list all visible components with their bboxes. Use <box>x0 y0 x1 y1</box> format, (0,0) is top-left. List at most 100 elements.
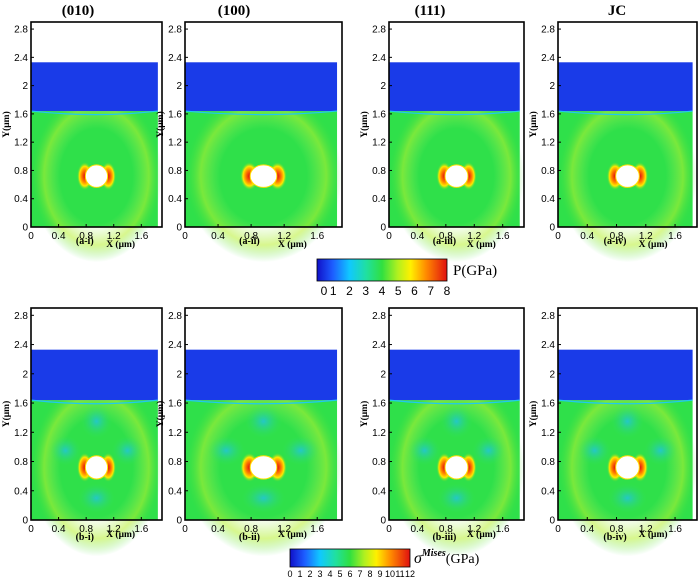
x-axis-label: X (μm) <box>278 239 307 250</box>
pressure-colorbar: 0 1 2 3 4 5 6 7 8P(GPa) <box>316 258 497 298</box>
low-stress-region <box>207 435 246 466</box>
y-tick-label: 0.4 <box>14 486 28 497</box>
colorbar-tick-label: 7 <box>427 284 434 298</box>
interface-line <box>30 110 158 116</box>
x-tick-label: 1.2 <box>107 231 121 242</box>
x-tick-label: 1.2 <box>107 524 121 535</box>
low-stress-region <box>111 435 144 466</box>
y-tick-label: 0.8 <box>541 166 555 177</box>
panel-frame <box>557 21 698 228</box>
void <box>84 164 109 188</box>
y-axis-label: Y(μm) <box>155 111 166 138</box>
flyer-plate <box>389 349 520 401</box>
colorbar-tick-label: 2 <box>346 284 353 298</box>
low-stress-region <box>437 483 476 513</box>
y-tick-label: 0.8 <box>168 457 182 468</box>
column-title-1: (010) <box>62 3 95 19</box>
y-tick-label: 1.6 <box>168 399 182 410</box>
x-tick-label: 1.6 <box>496 231 510 242</box>
flyer-plate <box>389 62 520 112</box>
y-tick-label: 2.4 <box>541 53 555 64</box>
x-tick-label: 1.6 <box>134 231 148 242</box>
colorbar-tick-label: 0 <box>321 284 328 298</box>
x-tick-label: 1.2 <box>639 231 653 242</box>
y-tick-label: 2.4 <box>168 53 182 64</box>
interface-line <box>184 110 338 116</box>
y-axis-label: Y(μm) <box>359 111 370 138</box>
colorbar-tick-label: 8 <box>444 284 451 298</box>
y-axis-label: Y(μm) <box>1 111 12 138</box>
x-tick-label: 1.2 <box>639 524 653 535</box>
x-tick-label: 0.4 <box>410 524 424 535</box>
void <box>444 164 469 188</box>
y-tick-label: 1.6 <box>372 109 386 120</box>
panel-label: (b-iii) <box>432 532 456 543</box>
y-tick-label: 0.8 <box>14 166 28 177</box>
panel-a-iv: 00.40.81.21.622.42.80 0.4 0.8 1.2 1.6Y(μm)(a… <box>528 21 698 263</box>
y-tick-label: 2.4 <box>14 53 28 64</box>
panel-frame <box>557 307 698 521</box>
y-tick-label: 0.8 <box>541 457 555 468</box>
panel-frame <box>30 307 163 521</box>
x-tick-label: 0.4 <box>580 524 594 535</box>
colorbar-tick-label: 6 <box>347 569 352 579</box>
low-stress-region <box>643 435 678 466</box>
panel-a-iii: 00.40.81.21.622.42.80 0.4 0.8 1.2 1.6Y(μm)(a… <box>359 21 525 263</box>
x-axis-label: X (μm) <box>639 529 668 540</box>
x-tick-label: 0 <box>28 524 34 535</box>
y-tick-label: 2.8 <box>372 311 386 322</box>
flyer-plate <box>31 349 158 401</box>
y-tick-label: 2 <box>380 81 386 92</box>
x-tick-label: 1.2 <box>467 231 481 242</box>
colorbar-tick-label: 3 <box>362 284 369 298</box>
interface-line <box>388 110 520 116</box>
colorbar-tick-label: 8 <box>367 569 372 579</box>
panel-label: (a-ii) <box>239 236 260 247</box>
y-axis-label: Y(μm) <box>528 111 539 138</box>
x-tick-label: 0.4 <box>410 231 424 242</box>
colorbar-tick-label: 7 <box>357 569 362 579</box>
panel-b-iv: 00.40.81.21.622.42.80 0.4 0.8 1.2 1.6Y(μm)(b… <box>528 307 698 557</box>
low-stress-region <box>610 404 645 439</box>
y-tick-label: 0 <box>380 516 386 527</box>
y-tick-label: 1.2 <box>541 428 555 439</box>
x-tick-label: 0.4 <box>52 231 66 242</box>
x-axis-label: X (μm) <box>467 239 496 250</box>
x-tick-label: 1.2 <box>277 524 291 535</box>
column-title-3: (111) <box>415 3 446 19</box>
low-stress-region <box>472 435 505 466</box>
flyer-plate <box>31 62 158 112</box>
x-tick-label: 0 <box>182 524 188 535</box>
x-tick-label: 0 <box>555 524 561 535</box>
void <box>444 455 469 480</box>
y-tick-label: 0 <box>380 223 386 234</box>
x-tick-label: 1.6 <box>134 524 148 535</box>
interface-line <box>184 399 338 405</box>
low-stress-region <box>440 404 473 439</box>
column-title-4: JC <box>608 3 626 19</box>
panel-frame <box>184 21 343 228</box>
x-tick-label: 0 <box>182 231 188 242</box>
x-tick-label: 0.8 <box>79 524 93 535</box>
x-tick-label: 1.6 <box>310 231 324 242</box>
colorbar-title: σMises(GPa) <box>414 548 480 567</box>
x-tick-label: 0 <box>28 231 34 242</box>
panel-frame <box>388 307 525 521</box>
x-tick-label: 0.8 <box>439 524 453 535</box>
y-tick-label: 2.8 <box>372 25 386 36</box>
x-tick-label: 1.2 <box>277 231 291 242</box>
y-tick-label: 1.6 <box>14 399 28 410</box>
colorbar-tick-label: 11 <box>395 569 404 579</box>
x-tick-label: 0.8 <box>610 231 624 242</box>
y-tick-label: 2 <box>22 81 28 92</box>
x-tick-label: 0.4 <box>211 524 225 535</box>
panel-label: (b-ii) <box>239 532 260 543</box>
y-tick-label: 1.6 <box>541 399 555 410</box>
x-tick-label: 1.6 <box>496 524 510 535</box>
x-tick-label: 1.6 <box>668 524 682 535</box>
low-stress-region <box>577 435 612 466</box>
y-tick-label: 2 <box>549 81 555 92</box>
x-axis-label: X (μm) <box>467 529 496 540</box>
flyer-plate <box>185 62 338 112</box>
